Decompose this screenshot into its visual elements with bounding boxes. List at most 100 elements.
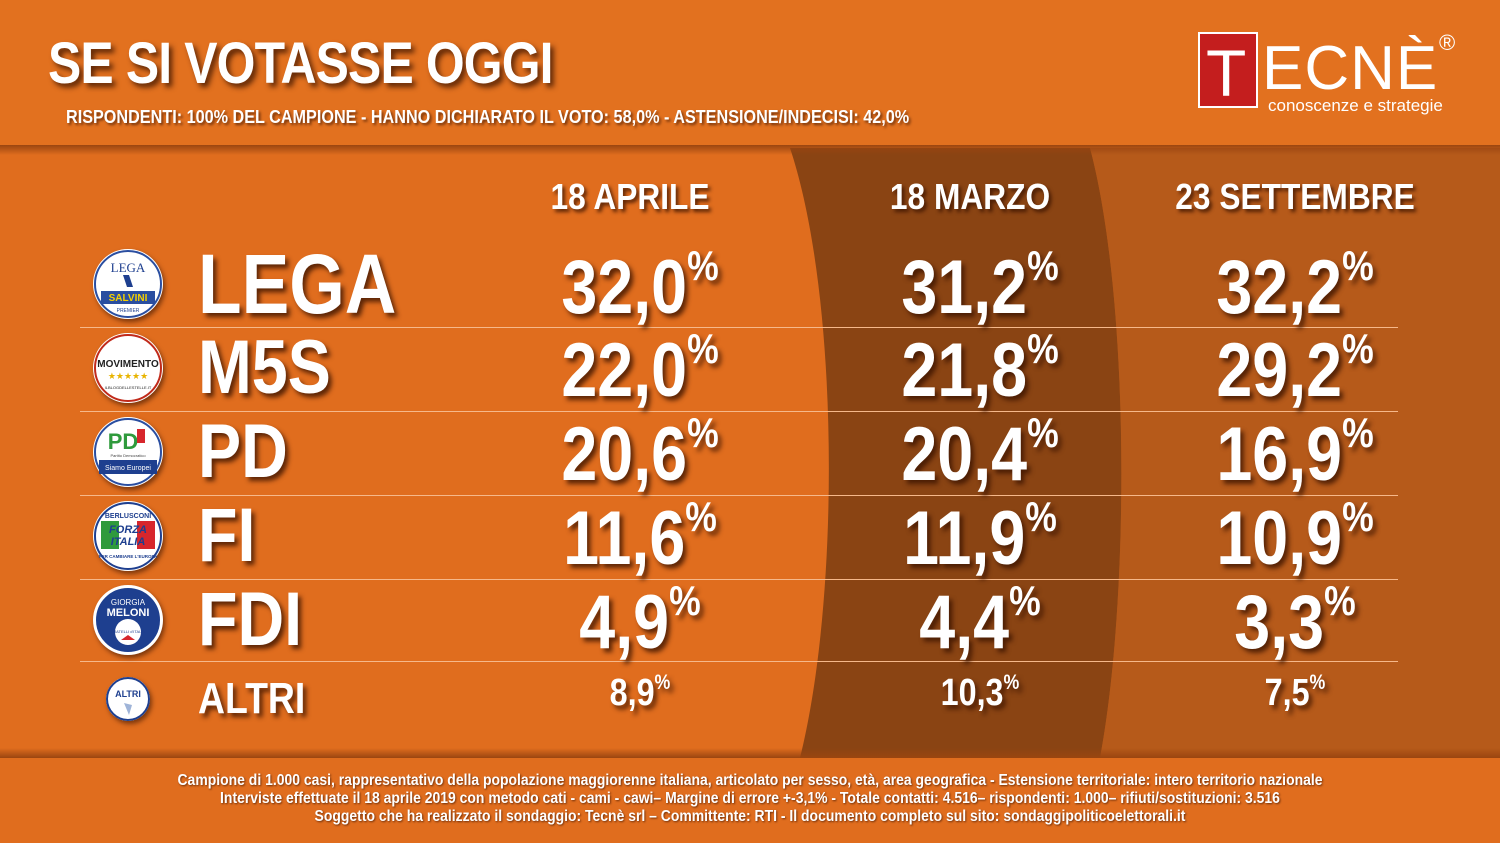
value-number: 22,0	[561, 328, 688, 413]
value-unit: %	[685, 492, 717, 540]
value-unit: %	[1324, 576, 1356, 624]
value-unit: %	[1342, 324, 1374, 372]
value-unit: %	[1009, 576, 1041, 624]
value-number: 3,3	[1234, 580, 1325, 665]
value-unit: %	[1027, 408, 1059, 456]
value-unit: %	[1309, 670, 1326, 694]
page-title: SE SI VOTASSE OGGI	[48, 31, 554, 96]
logo-box: T	[1198, 32, 1258, 108]
value-number: 4,4	[919, 580, 1010, 665]
value-unit: %	[669, 576, 701, 624]
logo-tagline: conoscenze e strategie	[1268, 96, 1443, 115]
value-lega-apr: 32,0%	[504, 242, 776, 331]
value-number: 7,5	[1264, 672, 1310, 714]
lega-logo-icon: LEGA SALVINI PREMIER	[93, 249, 163, 319]
tecne-logo: T ECNÈ ® conoscenze e strategie	[1198, 30, 1468, 120]
row-divider	[80, 495, 1398, 496]
value-fdi-sep: 3,3%	[1159, 576, 1431, 666]
value-number: 11,9	[903, 496, 1026, 581]
m5s-logo-text: MOVIMENTO	[97, 359, 159, 370]
value-lega-sep: 32,2%	[1159, 241, 1431, 331]
footer-line-3: Soggetto che ha realizzato il sondaggio:…	[314, 808, 1186, 825]
value-unit: %	[1027, 324, 1059, 372]
footer-shadow	[0, 748, 1500, 758]
fi-logo-italia: ITALIA	[111, 536, 146, 548]
row-divider	[80, 579, 1398, 580]
value-lega-mar: 31,2%	[844, 241, 1116, 331]
value-number: 32,0	[561, 245, 688, 330]
value-unit: %	[1025, 492, 1057, 540]
fdi-logo-bottom: FRATELLI d'ITALIA	[111, 629, 146, 634]
logo-wordmark: ECNÈ	[1262, 34, 1439, 103]
lega-logo-salvini: SALVINI	[109, 293, 148, 304]
row-divider	[80, 661, 1398, 662]
party-name-altri: ALTRI	[198, 674, 306, 723]
party-name-pd: PD	[198, 409, 288, 494]
value-unit: %	[1342, 241, 1374, 289]
value-unit: %	[1003, 670, 1020, 694]
lega-logo-text: LEGA	[111, 260, 146, 275]
fi-logo-top: BERLUSCONI	[105, 513, 151, 520]
value-number: 31,2	[901, 245, 1028, 330]
value-number: 11,6	[563, 496, 686, 581]
logo-initial: T	[1206, 36, 1247, 110]
value-unit: %	[1027, 241, 1059, 289]
value-number: 21,8	[901, 328, 1028, 413]
column-header-2: 18 MARZO	[889, 176, 1051, 217]
pd-logo-small: Partito Democratico	[110, 453, 146, 458]
footer-line-1: Campione di 1.000 casi, rappresentativo …	[177, 772, 1323, 789]
value-number: 20,4	[901, 412, 1028, 497]
fdi-logo-icon: GIORGIA MELONI FRATELLI d'ITALIA	[93, 585, 163, 655]
page-subtitle: RISPONDENTI: 100% DEL CAMPIONE - HANNO D…	[66, 107, 910, 127]
value-unit: %	[1342, 492, 1374, 540]
m5s-logo-stars: ★★★★★	[108, 372, 148, 382]
value-altri-apr: 8,9%	[504, 670, 776, 715]
value-unit: %	[687, 408, 719, 456]
pd-logo-bottom: Siamo Europei	[105, 465, 151, 472]
value-number: 29,2	[1216, 328, 1343, 413]
party-name-fdi: FDI	[198, 577, 303, 662]
row-divider	[80, 411, 1398, 412]
value-unit: %	[654, 670, 671, 694]
value-altri-sep: 7,5%	[1159, 670, 1431, 715]
fi-logo-forza: FORZA	[109, 524, 147, 536]
value-number: 16,9	[1216, 412, 1343, 497]
middle-column-bg	[790, 148, 1122, 758]
lega-logo-premier: PREMIER	[117, 308, 140, 314]
fi-logo-icon: BERLUSCONI FORZA ITALIA PER CAMBIARE L'E…	[93, 501, 163, 571]
value-pd-sep: 16,9%	[1159, 409, 1431, 498]
right-column-bg	[1090, 148, 1500, 758]
party-name-fi: FI	[198, 493, 256, 578]
altri-logo-icon: ALTRI	[106, 677, 150, 721]
value-m5s-apr: 22,0%	[504, 324, 776, 414]
value-number: 20,6	[561, 412, 688, 497]
fdi-logo-mid: MELONI	[107, 607, 150, 619]
value-number: 10,9	[1216, 496, 1343, 581]
value-altri-mar: 10,3%	[844, 670, 1116, 715]
pd-logo-text: PD	[108, 429, 139, 454]
fdi-logo-top: GIORGIA	[111, 598, 146, 607]
footer-band	[0, 758, 1500, 843]
methodology-note: Campione di 1.000 casi, rappresentativo …	[0, 772, 1500, 826]
value-number: 8,9	[609, 672, 655, 714]
value-fdi-apr: 4,9%	[504, 576, 776, 666]
column-header-1: 18 APRILE	[550, 176, 710, 217]
m5s-logo-url: ILBLOGDELLESTELLE.IT	[105, 385, 152, 390]
footer-line-2: Interviste effettuate il 18 aprile 2019 …	[220, 790, 1280, 807]
column-header-3: 23 SETTEMBRE	[1175, 176, 1415, 217]
row-divider	[80, 327, 1398, 328]
m5s-logo-icon: MOVIMENTO ★★★★★ ILBLOGDELLESTELLE.IT	[93, 333, 163, 403]
party-name-m5s: M5S	[198, 325, 331, 410]
value-number: 4,9	[579, 580, 670, 665]
pd-logo-icon: PD Partito Democratico Siamo Europei	[93, 417, 163, 487]
value-fi-sep: 10,9%	[1159, 492, 1431, 582]
party-name-lega: LEGA	[198, 237, 397, 331]
header-shadow	[0, 145, 1500, 155]
value-number: 10,3	[940, 672, 1004, 714]
column-backgrounds	[790, 148, 1500, 758]
value-fdi-mar: 4,4%	[844, 576, 1116, 666]
value-unit: %	[687, 324, 719, 372]
fi-logo-bottom: PER CAMBIARE L'EUROPA	[99, 554, 158, 559]
value-fi-apr: 11,6%	[504, 492, 776, 582]
value-pd-apr: 20,6%	[504, 408, 776, 498]
